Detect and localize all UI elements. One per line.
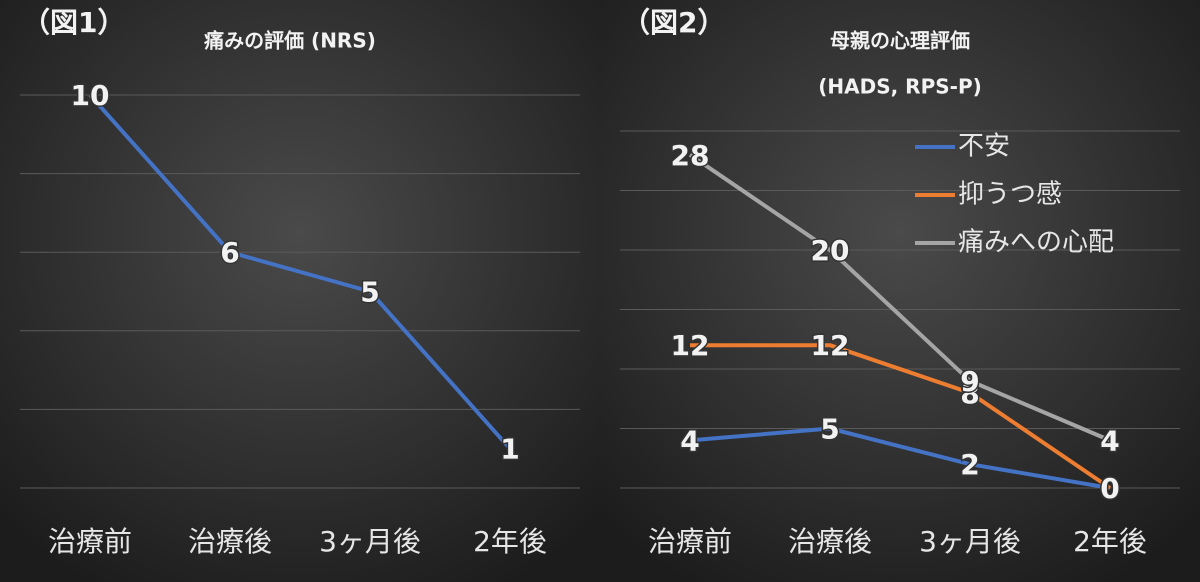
x-tick-label: 治療後 bbox=[788, 525, 872, 558]
x-tick-label: 治療後 bbox=[188, 525, 272, 558]
series-line bbox=[690, 343, 1112, 490]
figure-label: （図2） bbox=[622, 6, 725, 39]
data-label: 1 bbox=[500, 433, 519, 466]
legend-label: 痛みへの心配 bbox=[958, 228, 1114, 258]
data-label: 5 bbox=[820, 413, 839, 446]
series-line bbox=[689, 426, 1111, 490]
x-tick-label: 治療前 bbox=[648, 525, 732, 558]
data-label: 4 bbox=[680, 424, 699, 457]
data-label: 8 bbox=[960, 377, 979, 410]
x-tick-label: 2年後 bbox=[473, 525, 547, 558]
chart-title: 母親の心理評価 bbox=[830, 29, 970, 53]
x-tick-label: 治療前 bbox=[48, 525, 132, 558]
x-tick-label: 2年後 bbox=[1073, 525, 1147, 558]
data-label: 2 bbox=[960, 448, 979, 481]
series-line bbox=[88, 93, 512, 451]
legend-label: 不安 bbox=[958, 132, 1010, 162]
x-tick-label: 3ヶ月後 bbox=[919, 525, 1021, 558]
data-label: 0 bbox=[1100, 472, 1119, 505]
chart-subtitle: (HADS, RPS-P) bbox=[818, 75, 982, 99]
data-label: 20 bbox=[811, 234, 850, 267]
data-label: 10 bbox=[71, 79, 110, 112]
data-label: 28 bbox=[671, 139, 710, 172]
data-label: 9 bbox=[960, 365, 979, 398]
panel-bg bbox=[0, 0, 600, 582]
series-line bbox=[688, 153, 1111, 443]
x-tick-label: 3ヶ月後 bbox=[319, 525, 421, 558]
figure-label: （図1） bbox=[22, 6, 125, 39]
data-label: 6 bbox=[220, 236, 239, 269]
legend-label: 抑うつ感 bbox=[958, 180, 1062, 210]
data-label: 12 bbox=[811, 329, 850, 362]
data-label: 0 bbox=[1100, 472, 1119, 505]
data-label: 4 bbox=[1100, 424, 1119, 457]
chart-title: 痛みの評価 (NRS) bbox=[204, 29, 376, 53]
data-label: 5 bbox=[360, 276, 379, 309]
data-label: 12 bbox=[671, 329, 710, 362]
